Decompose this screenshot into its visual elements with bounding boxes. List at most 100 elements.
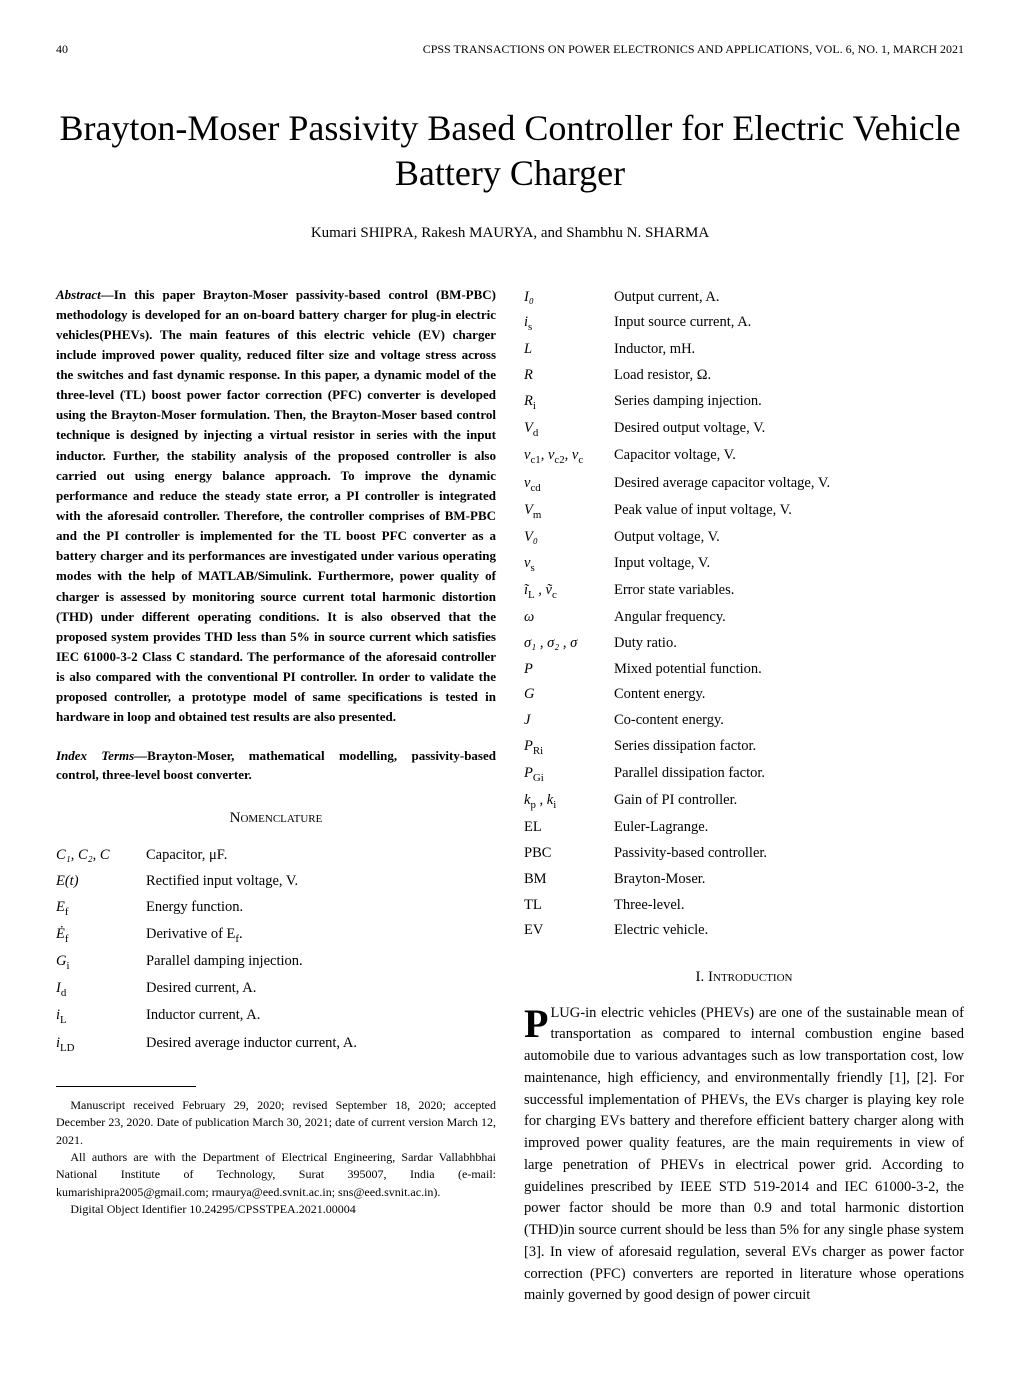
nomenclature-definition: Peak value of input voltage, V. <box>614 498 964 525</box>
nomenclature-symbol: EL <box>524 815 614 841</box>
nomenclature-symbol: Ėf <box>56 922 146 949</box>
nomenclature-row: BMBrayton-Moser. <box>524 867 964 893</box>
nomenclature-row: RiSeries damping injection. <box>524 389 964 416</box>
nomenclature-definition: Passivity-based controller. <box>614 841 964 867</box>
footnote: All authors are with the Department of E… <box>56 1149 496 1201</box>
nomenclature-definition: Capacitor, μF. <box>146 843 496 869</box>
nomenclature-row: V₀Output voltage, V. <box>524 525 964 551</box>
nomenclature-symbol: J <box>524 708 614 734</box>
nomenclature-definition: Gain of PI controller. <box>614 788 964 815</box>
nomenclature-symbol: vc1, vc2, vc <box>524 443 614 470</box>
nomenclature-row: kp , kiGain of PI controller. <box>524 788 964 815</box>
nomenclature-symbol: vcd <box>524 471 614 498</box>
nomenclature-row: I₀Output current, A. <box>524 285 964 311</box>
nomenclature-symbol: Id <box>56 976 146 1003</box>
nomenclature-symbol: Ri <box>524 389 614 416</box>
nomenclature-symbol: σ₁ , σ₂ , σ <box>524 631 614 657</box>
nomenclature-definition: Series damping injection. <box>614 389 964 416</box>
nomenclature-symbol: E(t) <box>56 869 146 895</box>
nomenclature-definition: Desired average inductor current, A. <box>146 1031 496 1058</box>
nomenclature-definition: Brayton-Moser. <box>614 867 964 893</box>
nomenclature-row: σ₁ , σ₂ , σDuty ratio. <box>524 631 964 657</box>
nomenclature-symbol: ĩL , ṽc <box>524 578 614 605</box>
intro-body-text: electric vehicles (PHEVs) are one of the… <box>524 1005 964 1304</box>
nomenclature-symbol: Vm <box>524 498 614 525</box>
nomenclature-row: PMixed potential function. <box>524 657 964 683</box>
nomenclature-definition: Rectified input voltage, V. <box>146 869 496 895</box>
page-number: 40 <box>56 40 68 58</box>
nomenclature-symbol: kp , ki <box>524 788 614 815</box>
nomenclature-symbol: ω <box>524 605 614 631</box>
nomenclature-row: GiParallel damping injection. <box>56 949 496 976</box>
nomenclature-row: ĖfDerivative of Ef. <box>56 922 496 949</box>
nomenclature-definition: Inductor current, A. <box>146 1003 496 1030</box>
nomenclature-definition: Electric vehicle. <box>614 918 964 944</box>
nomenclature-symbol: G <box>524 682 614 708</box>
nomenclature-table-right: I₀Output current, A.isInput source curre… <box>524 285 964 945</box>
abstract-label: Abstract— <box>56 287 114 302</box>
nomenclature-symbol: iLD <box>56 1031 146 1058</box>
abstract-text: In this paper Brayton-Moser passivity-ba… <box>56 287 496 725</box>
nomenclature-definition: Input source current, A. <box>614 310 964 337</box>
nomenclature-definition: Euler-Lagrange. <box>614 815 964 841</box>
nomenclature-row: JCo-content energy. <box>524 708 964 734</box>
nomenclature-symbol: L <box>524 337 614 363</box>
nomenclature-definition: Output current, A. <box>614 285 964 311</box>
nomenclature-row: TLThree-level. <box>524 893 964 919</box>
author-list: Kumari SHIPRA, Rakesh MAURYA, and Shambh… <box>56 222 964 245</box>
nomenclature-definition: Output voltage, V. <box>614 525 964 551</box>
nomenclature-definition: Derivative of Ef. <box>146 922 496 949</box>
nomenclature-definition: Inductor, mH. <box>614 337 964 363</box>
nomenclature-row: VdDesired output voltage, V. <box>524 416 964 443</box>
nomenclature-symbol: V₀ <box>524 525 614 551</box>
nomenclature-row: iLInductor current, A. <box>56 1003 496 1030</box>
introduction-paragraph: PLUG-in electric vehicles (PHEVs) are on… <box>524 1003 964 1308</box>
nomenclature-symbol: Vd <box>524 416 614 443</box>
nomenclature-definition: Parallel dissipation factor. <box>614 761 964 788</box>
nomenclature-row: E(t)Rectified input voltage, V. <box>56 869 496 895</box>
footnote: Manuscript received February 29, 2020; r… <box>56 1097 496 1149</box>
nomenclature-row: ωAngular frequency. <box>524 605 964 631</box>
nomenclature-row: EVElectric vehicle. <box>524 918 964 944</box>
right-column: I₀Output current, A.isInput source curre… <box>524 285 964 1308</box>
nomenclature-symbol: vs <box>524 551 614 578</box>
nomenclature-definition: Desired output voltage, V. <box>614 416 964 443</box>
nomenclature-row: PGiParallel dissipation factor. <box>524 761 964 788</box>
nomenclature-row: IdDesired current, A. <box>56 976 496 1003</box>
nomenclature-row: isInput source current, A. <box>524 310 964 337</box>
journal-title: CPSS TRANSACTIONS ON POWER ELECTRONICS A… <box>423 40 964 58</box>
nomenclature-definition: Co-content energy. <box>614 708 964 734</box>
introduction-heading: I. Introduction <box>524 966 964 989</box>
nomenclature-definition: Desired current, A. <box>146 976 496 1003</box>
nomenclature-definition: Angular frequency. <box>614 605 964 631</box>
nomenclature-row: VmPeak value of input voltage, V. <box>524 498 964 525</box>
nomenclature-row: vsInput voltage, V. <box>524 551 964 578</box>
dropcap: P <box>524 1003 550 1041</box>
nomenclature-symbol: R <box>524 363 614 389</box>
nomenclature-definition: Three-level. <box>614 893 964 919</box>
nomenclature-row: ĩL , ṽcError state variables. <box>524 578 964 605</box>
footnote: Digital Object Identifier 10.24295/CPSST… <box>56 1201 496 1218</box>
nomenclature-symbol: I₀ <box>524 285 614 311</box>
nomenclature-symbol: BM <box>524 867 614 893</box>
abstract: Abstract—In this paper Brayton-Moser pas… <box>56 285 496 728</box>
nomenclature-row: RLoad resistor, Ω. <box>524 363 964 389</box>
nomenclature-row: vcdDesired average capacitor voltage, V. <box>524 471 964 498</box>
index-terms: Index Terms—Brayton-Moser, mathematical … <box>56 746 496 785</box>
index-terms-label: Index Terms— <box>56 748 147 763</box>
nomenclature-row: vc1, vc2, vcCapacitor voltage, V. <box>524 443 964 470</box>
nomenclature-row: iLDDesired average inductor current, A. <box>56 1031 496 1058</box>
nomenclature-row: C₁, C₂, CCapacitor, μF. <box>56 843 496 869</box>
nomenclature-definition: Load resistor, Ω. <box>614 363 964 389</box>
nomenclature-symbol: PRi <box>524 734 614 761</box>
nomenclature-row: LInductor, mH. <box>524 337 964 363</box>
nomenclature-symbol: Ef <box>56 895 146 922</box>
nomenclature-symbol: is <box>524 310 614 337</box>
nomenclature-definition: Content energy. <box>614 682 964 708</box>
nomenclature-heading: Nomenclature <box>56 807 496 830</box>
nomenclature-definition: Energy function. <box>146 895 496 922</box>
nomenclature-table-left: C₁, C₂, CCapacitor, μF.E(t)Rectified inp… <box>56 843 496 1058</box>
two-column-body: Abstract—In this paper Brayton-Moser pas… <box>56 285 964 1308</box>
nomenclature-definition: Parallel damping injection. <box>146 949 496 976</box>
nomenclature-symbol: PGi <box>524 761 614 788</box>
